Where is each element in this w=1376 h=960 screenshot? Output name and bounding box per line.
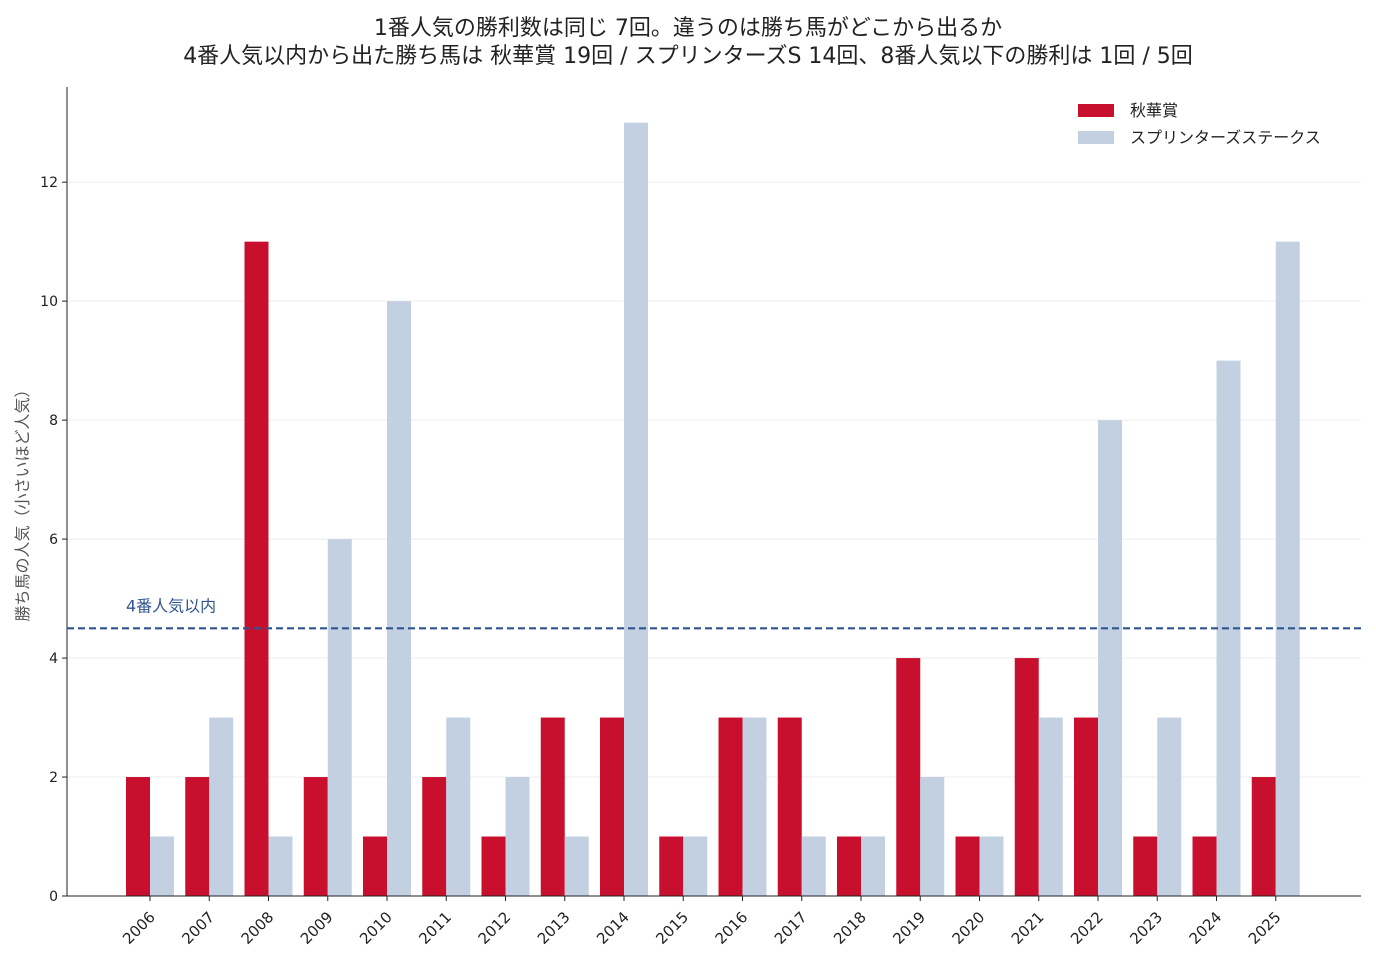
x-tick-label: 2023 bbox=[1126, 908, 1166, 948]
x-tick-label: 2016 bbox=[712, 908, 752, 948]
x-tick-label: 2009 bbox=[297, 908, 337, 948]
x-tick-label: 2010 bbox=[356, 908, 396, 948]
bar-shukasho-2023 bbox=[1133, 836, 1158, 896]
reference-line-group: 4番人気以内 bbox=[67, 596, 1361, 630]
bar-shukasho-2017 bbox=[777, 717, 802, 896]
y-tick-label: 2 bbox=[49, 770, 58, 786]
bar-sprinters-2017 bbox=[801, 836, 826, 896]
x-tick-label: 2006 bbox=[119, 908, 159, 948]
x-tick-label: 2020 bbox=[949, 908, 989, 948]
bar-sprinters-2025 bbox=[1275, 241, 1300, 897]
x-tick-label: 2022 bbox=[1067, 908, 1107, 948]
bar-shukasho-2015 bbox=[659, 836, 684, 896]
x-tick-label: 2011 bbox=[415, 908, 455, 948]
x-tick-label: 2014 bbox=[593, 908, 633, 948]
legend-swatch-1 bbox=[1078, 131, 1114, 144]
y-tick-label: 10 bbox=[40, 294, 58, 310]
x-tick-label: 2024 bbox=[1186, 908, 1226, 948]
y-tick-label: 8 bbox=[49, 413, 58, 429]
x-tick-label: 2019 bbox=[889, 908, 929, 948]
bar-sprinters-2011 bbox=[446, 717, 471, 896]
legend-label-1: スプリンターズステークス bbox=[1130, 128, 1321, 147]
bar-shukasho-2009 bbox=[303, 777, 328, 896]
x-tick-label: 2017 bbox=[771, 908, 811, 948]
bar-shukasho-2012 bbox=[481, 836, 506, 896]
bar-shukasho-2020 bbox=[955, 836, 980, 896]
y-tick-label: 0 bbox=[49, 889, 58, 905]
x-tick-label: 2021 bbox=[1008, 908, 1048, 948]
chart-title-line-1: 1番人気の勝利数は同じ 7回。違うのは勝ち馬がどこから出るか bbox=[373, 16, 1003, 41]
chart-title-line-2: 4番人気以内から出た勝ち馬は 秋華賞 19回 / スプリンターズS 14回、8番… bbox=[183, 44, 1193, 69]
bar-shukasho-2013 bbox=[540, 717, 565, 896]
x-tick-label: 2008 bbox=[238, 908, 278, 948]
bar-shukasho-2014 bbox=[600, 717, 624, 896]
bar-sprinters-2016 bbox=[742, 717, 767, 896]
bar-shukasho-2010 bbox=[363, 836, 387, 896]
bar-sprinters-2019 bbox=[920, 777, 945, 896]
bar-shukasho-2007 bbox=[185, 777, 210, 896]
bar-shukasho-2024 bbox=[1192, 836, 1217, 896]
bar-sprinters-2010 bbox=[387, 301, 411, 896]
bar-sprinters-2007 bbox=[209, 717, 234, 896]
bar-sprinters-2021 bbox=[1038, 717, 1063, 896]
x-tick-label: 2013 bbox=[534, 908, 574, 948]
bar-sprinters-2014 bbox=[624, 122, 648, 897]
bar-shukasho-2008 bbox=[244, 241, 269, 897]
bar-shukasho-2019 bbox=[896, 658, 921, 896]
y-tick-label: 12 bbox=[40, 175, 58, 191]
bar-sprinters-2009 bbox=[327, 539, 352, 896]
y-axis-label: 勝ち馬の人気（小さいほど人気） bbox=[13, 381, 32, 621]
bar-shukasho-2022 bbox=[1074, 717, 1098, 896]
bar-sprinters-2020 bbox=[979, 836, 1004, 896]
bar-sprinters-2022 bbox=[1098, 420, 1122, 896]
bar-shukasho-2025 bbox=[1251, 777, 1276, 896]
bars bbox=[126, 122, 1300, 897]
bar-sprinters-2006 bbox=[150, 836, 174, 896]
y-tick-label: 6 bbox=[49, 532, 58, 548]
x-tick-label: 2007 bbox=[178, 908, 218, 948]
bar-sprinters-2018 bbox=[861, 836, 885, 896]
bar-sprinters-2008 bbox=[268, 836, 293, 896]
bar-shukasho-2018 bbox=[837, 836, 861, 896]
legend-swatch-0 bbox=[1078, 104, 1114, 117]
bar-shukasho-2011 bbox=[422, 777, 447, 896]
reference-line-label: 4番人気以内 bbox=[126, 596, 216, 615]
x-tick-label: 2015 bbox=[652, 908, 692, 948]
bar-shukasho-2021 bbox=[1014, 658, 1039, 896]
bar-shukasho-2006 bbox=[126, 777, 150, 896]
y-tick-label: 4 bbox=[49, 651, 58, 667]
bar-sprinters-2023 bbox=[1157, 717, 1182, 896]
legend-label-0: 秋華賞 bbox=[1130, 101, 1178, 120]
x-tick-label: 2012 bbox=[475, 908, 515, 948]
bar-shukasho-2016 bbox=[718, 717, 743, 896]
bar-sprinters-2013 bbox=[564, 836, 589, 896]
x-tick-label: 2018 bbox=[830, 908, 870, 948]
bar-sprinters-2015 bbox=[683, 836, 708, 896]
x-tick-label: 2025 bbox=[1245, 908, 1285, 948]
bar-sprinters-2012 bbox=[505, 777, 530, 896]
